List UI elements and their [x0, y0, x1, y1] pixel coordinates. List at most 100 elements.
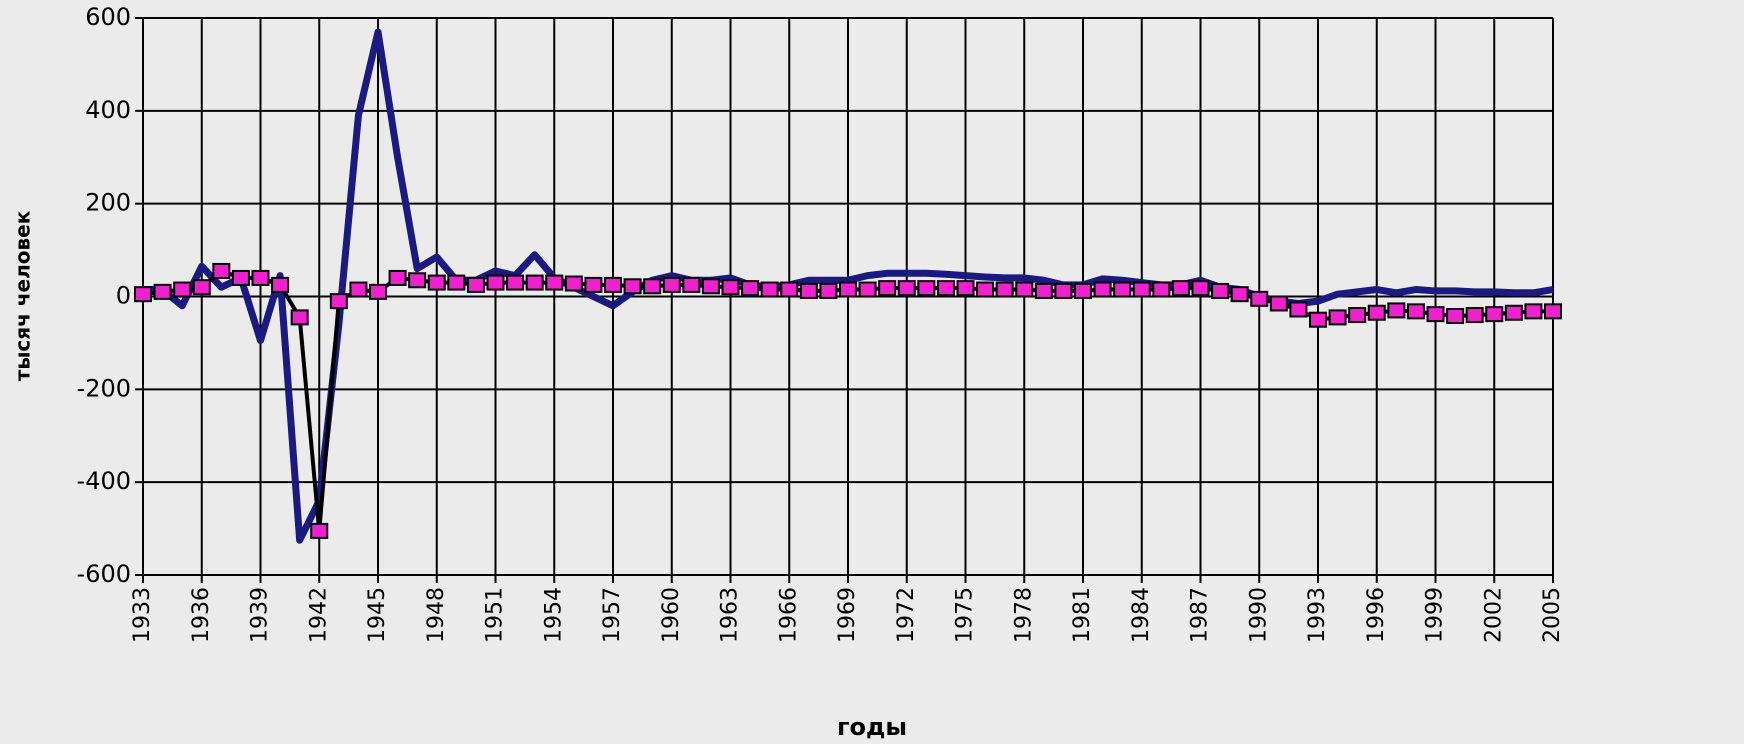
marker [1289, 301, 1308, 318]
marker [349, 281, 368, 298]
x-tick-label: 1972 [894, 587, 919, 643]
marker [329, 293, 348, 310]
marker [427, 274, 446, 291]
marker [956, 280, 975, 297]
marker [564, 275, 583, 292]
marker [1211, 282, 1230, 299]
marker [1113, 281, 1132, 298]
x-tick-label: 2002 [1481, 587, 1506, 643]
marker [878, 280, 897, 297]
marker [1426, 306, 1445, 323]
marker [1309, 311, 1327, 328]
marker [819, 282, 838, 299]
marker [1015, 281, 1034, 298]
marker [741, 280, 760, 297]
line [143, 28, 1554, 544]
y-tick-label: -200 [77, 374, 131, 402]
marker [1054, 282, 1073, 299]
marker [1544, 303, 1562, 320]
marker [271, 276, 290, 293]
x-tick-label: 1981 [1070, 587, 1095, 643]
x-tick-label: 1933 [130, 587, 155, 643]
marker [858, 281, 877, 298]
marker [760, 281, 779, 298]
marker [466, 276, 485, 293]
marker [917, 280, 936, 297]
x-tick-label: 1948 [424, 587, 449, 643]
x-tick-label: 1951 [483, 587, 508, 643]
x-tick-label: 1963 [718, 587, 743, 643]
marker [192, 279, 211, 296]
x-tick-label: 1945 [365, 587, 390, 643]
y-tick-label: 0 [116, 282, 131, 310]
marker [1171, 280, 1190, 297]
x-tick-label: 1954 [541, 587, 566, 643]
marker [310, 522, 329, 539]
marker [976, 281, 995, 298]
marker [1074, 282, 1092, 299]
marker [1465, 307, 1484, 324]
marker [1348, 307, 1367, 324]
x-tick-label: 1999 [1423, 587, 1448, 643]
x-tick-label: 1969 [835, 587, 860, 643]
y-tick-label: -600 [77, 560, 131, 588]
marker [839, 281, 857, 298]
marker [1191, 280, 1210, 297]
marker [408, 272, 427, 289]
marker [1485, 306, 1504, 323]
x-tick-label: 1993 [1305, 587, 1330, 643]
marker [780, 281, 799, 298]
marker [1367, 304, 1386, 321]
marker [1034, 282, 1053, 299]
marker [897, 280, 916, 297]
marker [1504, 304, 1523, 321]
y-tick-label: 400 [85, 96, 131, 124]
marker [682, 276, 701, 293]
marker [643, 278, 662, 295]
marker [936, 280, 955, 297]
marker [153, 283, 172, 300]
marker [604, 276, 622, 293]
marker [447, 274, 466, 291]
marker [1269, 295, 1288, 312]
marker [388, 269, 407, 286]
marker [584, 276, 603, 293]
marker [1328, 309, 1347, 326]
marker [1387, 302, 1406, 319]
marker [623, 278, 642, 295]
marker [134, 286, 152, 303]
x-tick-label: 1966 [776, 587, 801, 643]
x-tick-label: 1990 [1246, 587, 1271, 643]
x-tick-label: 1978 [1011, 587, 1036, 643]
marker [212, 262, 231, 279]
marker [525, 274, 544, 291]
x-tick-label: 1939 [248, 587, 273, 643]
x-tick-label: 1957 [600, 587, 625, 643]
marker [662, 276, 681, 293]
x-tick-label: 1936 [189, 587, 214, 643]
marker [231, 269, 250, 286]
y-axis-title: тысяч человек [11, 210, 35, 381]
marker [369, 283, 387, 300]
marker [1406, 303, 1425, 320]
marker [545, 274, 564, 291]
x-tick-label: 1996 [1364, 587, 1389, 643]
marker [1250, 290, 1269, 307]
marker [1132, 281, 1151, 298]
marker [486, 274, 505, 291]
x-tick-label: 1975 [953, 587, 978, 643]
y-tick-label: -400 [77, 467, 131, 495]
x-axis-title: годы [837, 713, 907, 741]
x-tick-label: 2005 [1540, 587, 1565, 643]
marker [799, 282, 818, 299]
marker [1230, 286, 1249, 303]
y-tick-label: 600 [85, 3, 131, 31]
x-tick-label: 1984 [1129, 587, 1154, 643]
marker [173, 281, 192, 298]
marker [701, 278, 720, 295]
marker [1093, 281, 1112, 298]
marker [721, 279, 740, 296]
y-tick-label: 200 [85, 189, 131, 217]
marker [290, 309, 309, 326]
